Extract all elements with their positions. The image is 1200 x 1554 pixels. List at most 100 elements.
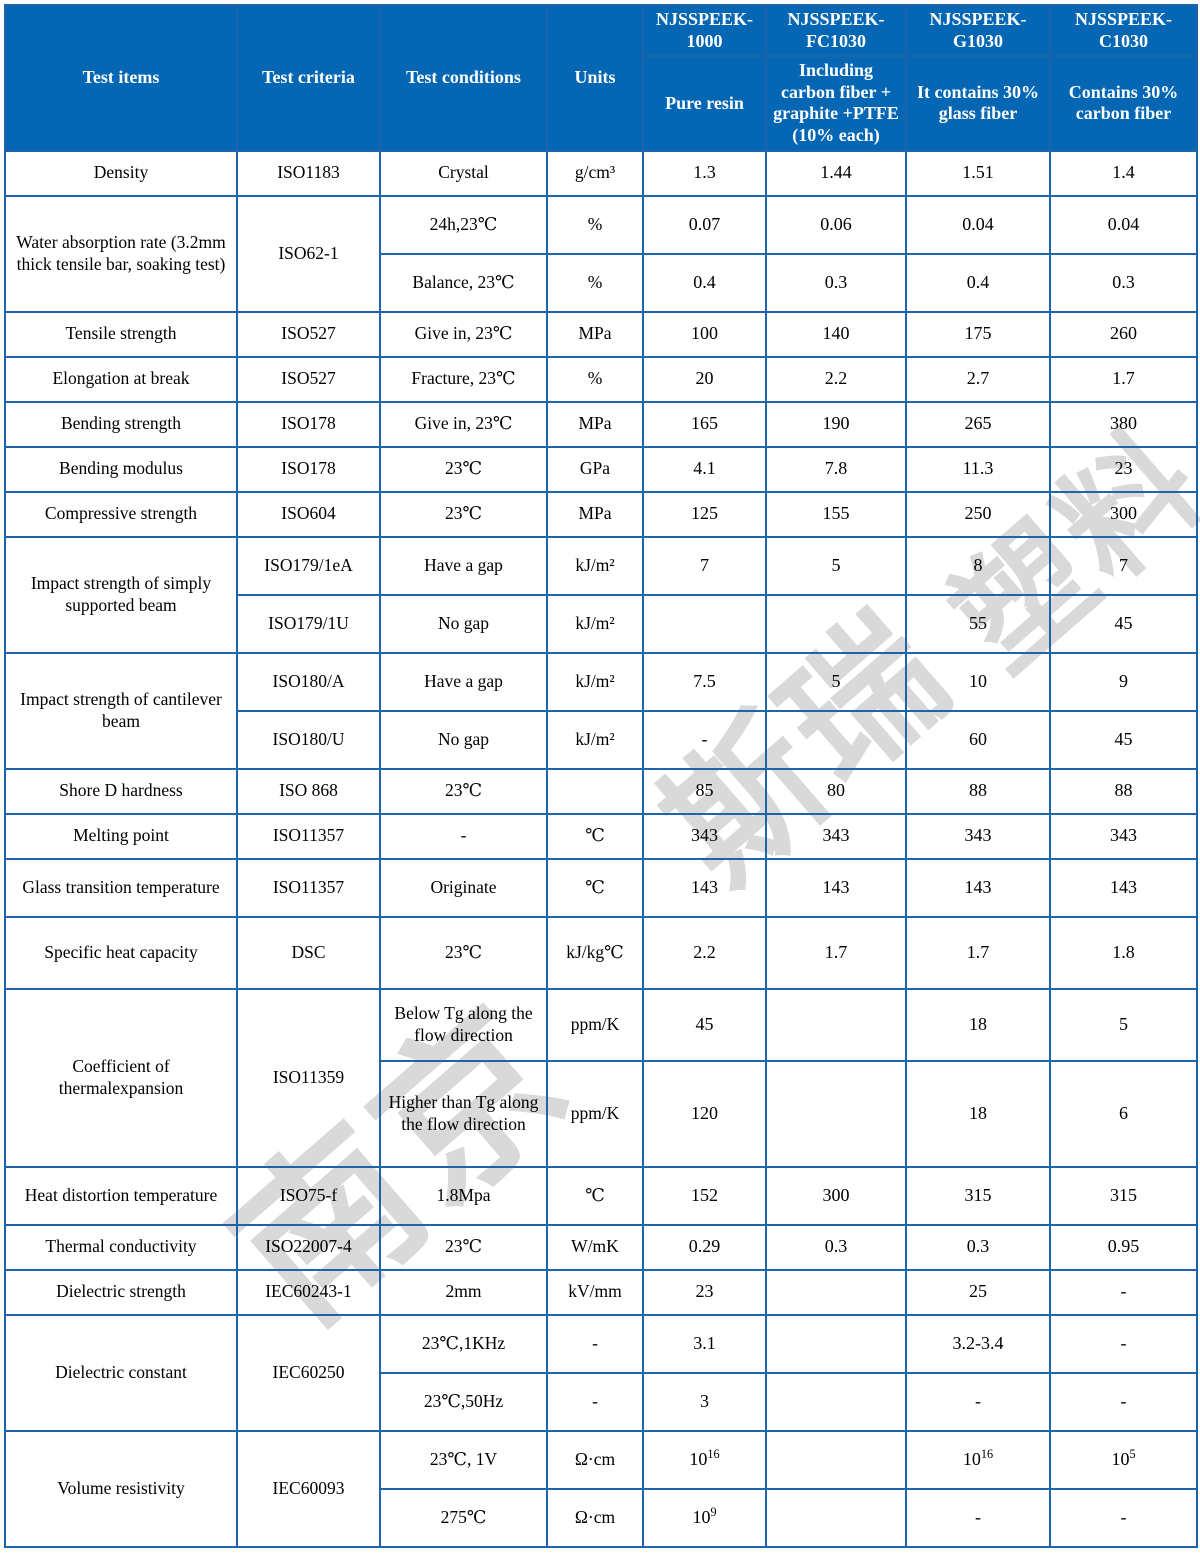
cell-value-product-2: 0.3	[765, 252, 907, 313]
cell-value-product-2	[765, 987, 907, 1062]
cell-value-product-3: 3.2-3.4	[905, 1313, 1051, 1374]
cell-value-product-3: 2.7	[905, 355, 1051, 403]
cell-test-criteria: ISO22007-4	[236, 1223, 381, 1271]
cell-value-product-4: 315	[1049, 1165, 1198, 1226]
cell-test-condition: Fracture, 23℃	[379, 355, 548, 403]
cell-value-product-3: 0.3	[905, 1223, 1051, 1271]
cell-value-product-2	[765, 1429, 907, 1490]
cell-test-criteria: ISO527	[236, 310, 381, 358]
cell-unit: MPa	[546, 310, 644, 358]
table-row: Tensile strength ISO527 Give in, 23℃ MPa 100…	[4, 310, 1198, 358]
column-header-test-conditions: Test conditions	[379, 4, 548, 152]
cell-value-product-4: 260	[1049, 310, 1198, 358]
cell-test-condition: Give in, 23℃	[379, 310, 548, 358]
cell-value-product-4: -	[1049, 1313, 1198, 1374]
cell-value-product-1: 4.1	[642, 445, 767, 493]
table-row: Volume resistivity IEC60093 23℃, 1V Ω·cm 101…	[4, 1429, 1198, 1548]
cell-value-product-4: 105	[1049, 1429, 1198, 1490]
cell-unit: kJ/m²	[546, 651, 644, 712]
cell-test-condition: -	[379, 812, 548, 860]
cell-value-product-1: 2.2	[642, 915, 767, 990]
cell-test-item: Impact strength of simply supported beam	[4, 535, 238, 654]
table-row: Elongation at break ISO527 Fracture, 23℃% 2…	[4, 355, 1198, 403]
table-row: Dielectric constant IEC60250 23℃,1KHz -3.1 3…	[4, 1313, 1198, 1432]
cell-value-product-3: 88	[905, 767, 1051, 815]
cell-value-product-3: 55	[905, 593, 1051, 654]
cell-unit: ℃	[546, 812, 644, 860]
cell-value-product-4: 1.7	[1049, 355, 1198, 403]
cell-value-product-4: 0.95	[1049, 1223, 1198, 1271]
cell-value-product-2: 155	[765, 490, 907, 538]
cell-value-product-3: -	[905, 1487, 1051, 1548]
cell-value-product-1: 0.29	[642, 1223, 767, 1271]
table-header: Test items Test criteria Test conditions…	[4, 3, 1198, 152]
cell-value-product-4: 143	[1049, 857, 1198, 918]
cell-unit: kV/mm	[546, 1268, 644, 1316]
cell-test-condition: 23℃	[379, 445, 548, 493]
cell-value-product-1: 85	[642, 767, 767, 815]
cell-test-item: Water absorption rate (3.2mm thick tensi…	[4, 194, 238, 313]
cell-value-product-1: 3.1	[642, 1313, 767, 1374]
cell-value-product-2: 5	[765, 651, 907, 712]
column-header-product-3: NJSSPEEK-G1030	[905, 3, 1051, 58]
cell-value-product-3: 60	[905, 709, 1051, 770]
cell-value-product-4: 343	[1049, 812, 1198, 860]
cell-value-product-3: 250	[905, 490, 1051, 538]
cell-test-item: Compressive strength	[4, 490, 238, 538]
cell-value-product-4: 380	[1049, 400, 1198, 448]
cell-value-product-3: 25	[905, 1268, 1051, 1316]
cell-value-product-2	[765, 1371, 907, 1432]
cell-value-product-4: 1.4	[1049, 149, 1198, 197]
table-row: ISO179/1U No gap kJ/m² 55 45	[5, 593, 1198, 654]
table-row: Impact strength of simply supported beam…	[4, 535, 1198, 654]
cell-test-criteria: ISO1183	[236, 149, 381, 197]
cell-test-condition: Originate	[379, 857, 548, 918]
column-header-product-4: NJSSPEEK-C1030	[1049, 3, 1198, 58]
table-row: Shore D hardness ISO 868 23℃ 85 80 88 88	[4, 767, 1198, 815]
table-row: Bending strength ISO178 Give in, 23℃ MPa 165…	[4, 400, 1198, 448]
cell-test-condition: 275℃	[379, 1487, 548, 1548]
cell-unit: MPa	[546, 400, 644, 448]
cell-value-product-1: 0.4	[642, 252, 767, 313]
cell-value-product-4: -	[1049, 1268, 1198, 1316]
cell-value-product-2	[765, 1059, 907, 1168]
cell-value-product-4: 23	[1049, 445, 1198, 493]
cell-test-condition: No gap	[379, 709, 548, 770]
cell-value-product-1: 1016	[642, 1429, 767, 1490]
table-row: Coefficient of thermalexpansion ISO11359 B…	[4, 987, 1198, 1168]
cell-test-criteria: ISO604	[236, 490, 381, 538]
cell-unit: ℃	[546, 1165, 644, 1226]
cell-test-condition: 23℃	[379, 915, 548, 990]
cell-value-product-2: 7.8	[765, 445, 907, 493]
cell-value-product-1: 7	[642, 535, 767, 596]
cell-unit: Ω·cm	[546, 1429, 644, 1490]
cell-value-product-3: 1.7	[905, 915, 1051, 990]
cell-value-product-3: 1016	[905, 1429, 1051, 1490]
table-row: Thermal conductivity ISO22007-4 23℃ W/mK 0.2…	[4, 1223, 1198, 1271]
cell-test-item: Dielectric strength	[4, 1268, 238, 1316]
cell-value-product-2: 5	[765, 535, 907, 596]
cell-test-item: Heat distortion temperature	[4, 1165, 238, 1226]
cell-test-item: Impact strength of cantilever beam	[4, 651, 238, 770]
cell-test-condition: 1.8Mpa	[379, 1165, 548, 1226]
cell-value-product-2: 0.06	[765, 194, 907, 255]
column-header-units: Units	[546, 4, 644, 152]
cell-value-product-2: 300	[765, 1165, 907, 1226]
cell-value-product-4: 5	[1049, 987, 1198, 1062]
table-row: Water absorption rate (3.2mm thick tensi…	[4, 194, 1198, 313]
cell-test-condition: 23℃,50Hz	[379, 1371, 548, 1432]
cell-value-product-2: 343	[765, 812, 907, 860]
cell-test-condition: 23℃, 1V	[379, 1429, 548, 1490]
cell-value-product-1: -	[642, 709, 767, 770]
cell-test-criteria: ISO180/U	[236, 709, 381, 770]
cell-value-product-2: 2.2	[765, 355, 907, 403]
cell-test-condition: Have a gap	[379, 651, 548, 712]
cell-test-item: Melting point	[4, 812, 238, 860]
column-header-test-criteria: Test criteria	[236, 4, 381, 152]
cell-value-product-3: 0.4	[905, 252, 1051, 313]
cell-value-product-4: 6	[1049, 1059, 1198, 1168]
cell-test-item: Dielectric constant	[4, 1313, 238, 1432]
table-row: Dielectric strength IEC60243-1 2mm kV/mm 23 2…	[4, 1268, 1198, 1316]
cell-value-product-3: 1.51	[905, 149, 1051, 197]
column-subheader-product-4: Contains 30% carbon fiber	[1049, 55, 1198, 152]
